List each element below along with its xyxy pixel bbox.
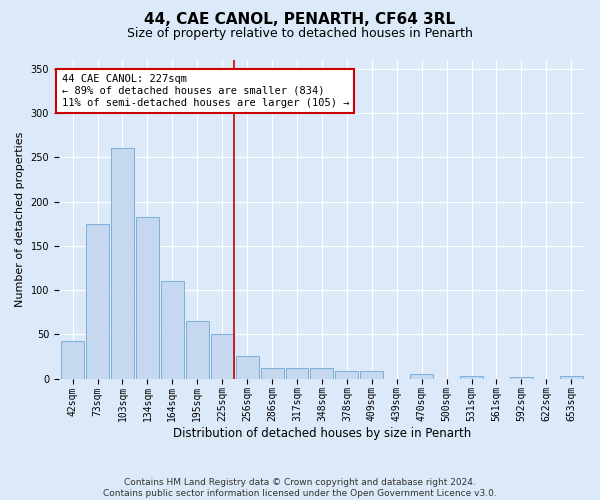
- Bar: [186, 321, 209, 378]
- Bar: [310, 368, 334, 378]
- Bar: [560, 376, 583, 378]
- Text: 44 CAE CANOL: 227sqm
← 89% of detached houses are smaller (834)
11% of semi-deta: 44 CAE CANOL: 227sqm ← 89% of detached h…: [62, 74, 349, 108]
- Text: Size of property relative to detached houses in Penarth: Size of property relative to detached ho…: [127, 28, 473, 40]
- Bar: [211, 334, 233, 378]
- Bar: [86, 224, 109, 378]
- Text: 44, CAE CANOL, PENARTH, CF64 3RL: 44, CAE CANOL, PENARTH, CF64 3RL: [145, 12, 455, 28]
- Y-axis label: Number of detached properties: Number of detached properties: [15, 132, 25, 307]
- Bar: [161, 281, 184, 378]
- Bar: [361, 372, 383, 378]
- Text: Contains HM Land Registry data © Crown copyright and database right 2024.
Contai: Contains HM Land Registry data © Crown c…: [103, 478, 497, 498]
- Bar: [61, 340, 84, 378]
- Bar: [510, 377, 533, 378]
- Bar: [136, 216, 159, 378]
- Bar: [335, 372, 358, 378]
- Bar: [236, 356, 259, 378]
- X-axis label: Distribution of detached houses by size in Penarth: Distribution of detached houses by size …: [173, 427, 471, 440]
- Bar: [286, 368, 308, 378]
- Bar: [111, 148, 134, 378]
- Bar: [410, 374, 433, 378]
- Bar: [460, 376, 483, 378]
- Bar: [260, 368, 284, 378]
